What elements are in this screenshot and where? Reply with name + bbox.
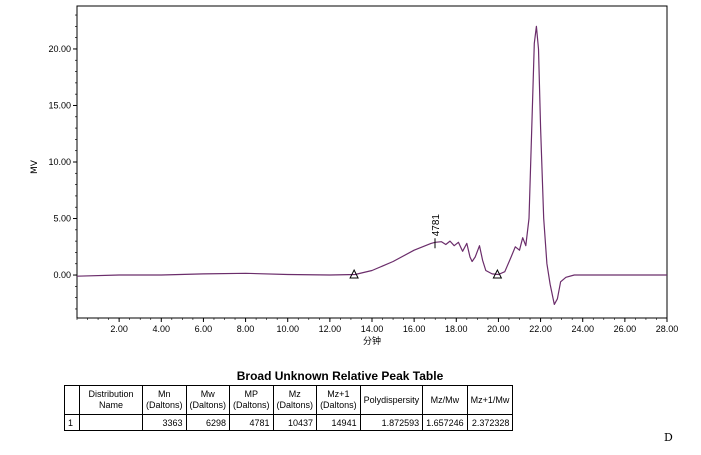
y-tick-label: 10.00: [48, 157, 71, 167]
corner-mark: D: [664, 431, 673, 444]
header-line2: (Daltons): [146, 400, 183, 410]
y-axis-label: MV: [30, 159, 40, 174]
header-line1: Mw: [200, 389, 215, 399]
y-tick-label: 5.00: [53, 214, 71, 224]
header-line1: Mn: [158, 389, 171, 399]
x-tick-label: 20.00: [487, 324, 510, 334]
x-tick-label: 16.00: [403, 324, 426, 334]
header-polydispersity: Polydispersity: [359, 385, 424, 415]
x-tick-label: 24.00: [571, 324, 594, 334]
plot-frame: [76, 5, 668, 319]
x-tick-label: 12.00: [319, 324, 342, 334]
header-line1: Mz/Mw: [430, 394, 460, 405]
header-mz: Mz (Daltons): [272, 385, 318, 415]
y-tick-label: 0.00: [53, 270, 71, 280]
chromatogram-chart: 0.00 5.00 10.00 15.00 20.00 2.00 4.00 6.00 8.00…: [30, 5, 679, 347]
header-line1: Mz+1/Mw: [470, 394, 510, 405]
header-line2: (Daltons): [233, 400, 270, 410]
plot-border: [76, 5, 668, 319]
y-axis: 0.00 5.00 10.00 15.00 20.00: [48, 14, 77, 310]
x-axis-label: 分钟: [363, 335, 381, 347]
cell-mz-mw: 1.657246: [422, 414, 468, 431]
x-tick-label: 8.00: [237, 324, 255, 334]
cell-mz1-mw: 2.372328: [466, 414, 514, 431]
baseline-marker-triangle: [492, 268, 503, 279]
x-tick-label: 4.00: [153, 324, 171, 334]
header-distribution-name: Distribution Name: [79, 385, 143, 415]
y-tick-label: 15.00: [48, 100, 71, 110]
baseline-marker-triangle: [349, 268, 359, 279]
header-mw: Mw (Daltons): [185, 385, 231, 415]
x-tick-label: 28.00: [656, 324, 679, 334]
cell-polydispersity: 1.872593: [359, 414, 424, 431]
peak-table-title: Broad Unknown Relative Peak Table: [236, 369, 444, 383]
peak-label: 4781: [431, 214, 442, 237]
header-mp: MP (Daltons): [229, 385, 274, 415]
cell-distribution-name: [79, 414, 143, 431]
series-layer: [76, 25, 667, 305]
x-tick-label: 26.00: [614, 324, 637, 334]
header-mz1-mw: Mz+1/Mw: [466, 385, 514, 415]
table-row: 1 3363 6298 4781 10437 14941 1.872593 1.…: [64, 414, 514, 431]
header-line2: Name: [98, 400, 123, 410]
cell-mw: 6298: [185, 414, 231, 431]
x-tick-label: 10.00: [276, 324, 299, 334]
cell-mz1: 14941: [316, 414, 361, 431]
cell-mn: 3363: [142, 414, 187, 431]
series-line: [76, 25, 667, 305]
x-tick-label: 2.00: [110, 324, 128, 334]
x-tick-label: 14.00: [361, 324, 384, 334]
header-mz1: Mz+1 (Daltons): [316, 385, 361, 415]
cell-mz: 10437: [272, 414, 318, 431]
cell-mp: 4781: [229, 414, 274, 431]
header-mz-mw: Mz/Mw: [422, 385, 468, 415]
peak-table-header-row: Distribution Name Mn (Daltons) Mw (Dalto…: [64, 385, 514, 415]
header-line1: Mz: [288, 389, 301, 399]
header-index: [64, 385, 80, 415]
header-line2: (Daltons): [320, 400, 357, 410]
x-tick-label: 18.00: [445, 324, 468, 334]
annotation-layer: 4781: [349, 214, 503, 279]
header-line2: (Daltons): [189, 400, 227, 410]
header-line2: (Daltons): [276, 400, 314, 410]
header-line1: MP: [244, 389, 259, 399]
x-tick-label: 22.00: [529, 324, 552, 334]
x-axis: 2.00 4.00 6.00 8.00 10.00 12.00 14.00 16.00 18.0…: [76, 318, 679, 334]
peak-table: Distribution Name Mn (Daltons) Mw (Dalto…: [64, 385, 514, 431]
header-line1: Mz+1: [327, 389, 350, 399]
header-mn: Mn (Daltons): [142, 385, 187, 415]
header-line1: Distribution: [88, 389, 134, 399]
x-tick-label: 6.00: [195, 324, 213, 334]
y-tick-label: 20.00: [48, 44, 71, 54]
header-line1: Polydispersity: [363, 394, 420, 405]
cell-index: 1: [64, 414, 80, 431]
